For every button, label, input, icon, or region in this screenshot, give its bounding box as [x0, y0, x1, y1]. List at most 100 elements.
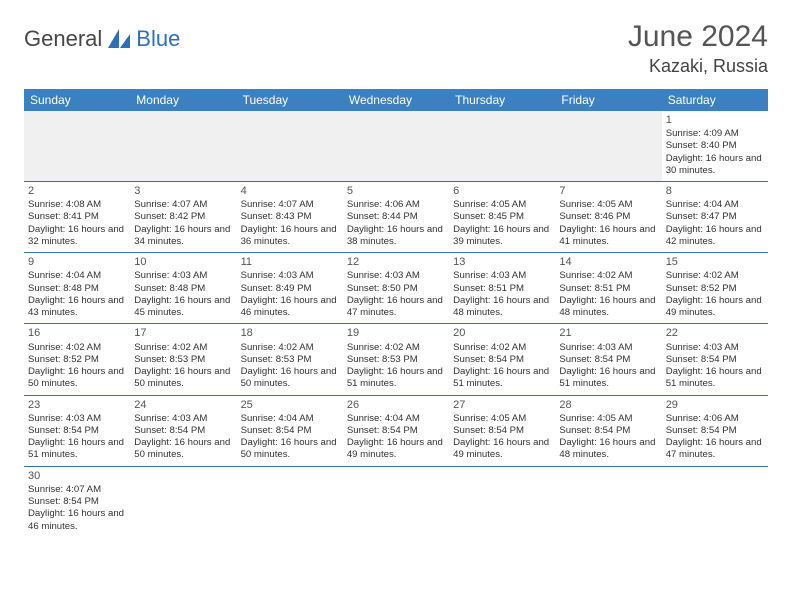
day-number: 13 — [453, 255, 551, 269]
sunrise-text: Sunrise: 4:03 AM — [666, 342, 764, 354]
day-number: 5 — [347, 184, 445, 198]
daylight-text: Daylight: 16 hours and 45 minutes. — [134, 295, 232, 320]
daylight-text: Daylight: 16 hours and 51 minutes. — [666, 366, 764, 391]
day-number: 6 — [453, 184, 551, 198]
daylight-text: Daylight: 16 hours and 46 minutes. — [241, 295, 339, 320]
sunset-text: Sunset: 8:41 PM — [28, 211, 126, 223]
sunrise-text: Sunrise: 4:07 AM — [241, 199, 339, 211]
day-header: Sunday — [24, 89, 130, 111]
sunrise-text: Sunrise: 4:05 AM — [453, 199, 551, 211]
calendar-cell: 6Sunrise: 4:05 AMSunset: 8:45 PMDaylight… — [449, 182, 555, 253]
day-number: 18 — [241, 326, 339, 340]
day-header: Friday — [555, 89, 661, 111]
daylight-text: Daylight: 16 hours and 38 minutes. — [347, 224, 445, 249]
day-number: 10 — [134, 255, 232, 269]
logo: General Blue — [24, 26, 180, 52]
sunrise-text: Sunrise: 4:06 AM — [666, 413, 764, 425]
sunset-text: Sunset: 8:54 PM — [28, 425, 126, 437]
daylight-text: Daylight: 16 hours and 39 minutes. — [453, 224, 551, 249]
day-number: 7 — [559, 184, 657, 198]
calendar-cell: 2Sunrise: 4:08 AMSunset: 8:41 PMDaylight… — [24, 182, 130, 253]
sunset-text: Sunset: 8:51 PM — [453, 283, 551, 295]
calendar-cell: 18Sunrise: 4:02 AMSunset: 8:53 PMDayligh… — [237, 324, 343, 395]
calendar-cell: 25Sunrise: 4:04 AMSunset: 8:54 PMDayligh… — [237, 395, 343, 466]
calendar-cell: 29Sunrise: 4:06 AMSunset: 8:54 PMDayligh… — [662, 395, 768, 466]
sunrise-text: Sunrise: 4:09 AM — [666, 128, 764, 140]
sunrise-text: Sunrise: 4:07 AM — [28, 484, 126, 496]
calendar-cell: 8Sunrise: 4:04 AMSunset: 8:47 PMDaylight… — [662, 182, 768, 253]
daylight-text: Daylight: 16 hours and 49 minutes. — [347, 437, 445, 462]
day-number: 2 — [28, 184, 126, 198]
daylight-text: Daylight: 16 hours and 49 minutes. — [666, 295, 764, 320]
sunset-text: Sunset: 8:53 PM — [241, 354, 339, 366]
daylight-text: Daylight: 16 hours and 50 minutes. — [134, 437, 232, 462]
calendar-cell: 7Sunrise: 4:05 AMSunset: 8:46 PMDaylight… — [555, 182, 661, 253]
sunrise-text: Sunrise: 4:02 AM — [559, 270, 657, 282]
day-number: 9 — [28, 255, 126, 269]
sunset-text: Sunset: 8:54 PM — [666, 354, 764, 366]
day-number: 16 — [28, 326, 126, 340]
sunrise-text: Sunrise: 4:03 AM — [134, 270, 232, 282]
calendar-week: 16Sunrise: 4:02 AMSunset: 8:52 PMDayligh… — [24, 324, 768, 395]
calendar-cell: 30Sunrise: 4:07 AMSunset: 8:54 PMDayligh… — [24, 466, 130, 537]
logo-text-general: General — [24, 26, 102, 52]
daylight-text: Daylight: 16 hours and 32 minutes. — [28, 224, 126, 249]
day-number: 17 — [134, 326, 232, 340]
sunset-text: Sunset: 8:54 PM — [134, 425, 232, 437]
calendar-cell: 27Sunrise: 4:05 AMSunset: 8:54 PMDayligh… — [449, 395, 555, 466]
sunset-text: Sunset: 8:54 PM — [559, 354, 657, 366]
daylight-text: Daylight: 16 hours and 30 minutes. — [666, 153, 764, 178]
sunrise-text: Sunrise: 4:08 AM — [28, 199, 126, 211]
calendar-cell: 15Sunrise: 4:02 AMSunset: 8:52 PMDayligh… — [662, 253, 768, 324]
calendar-cell: 10Sunrise: 4:03 AMSunset: 8:48 PMDayligh… — [130, 253, 236, 324]
day-number: 29 — [666, 398, 764, 412]
daylight-text: Daylight: 16 hours and 51 minutes. — [347, 366, 445, 391]
sunset-text: Sunset: 8:54 PM — [559, 425, 657, 437]
day-number: 19 — [347, 326, 445, 340]
sunrise-text: Sunrise: 4:02 AM — [134, 342, 232, 354]
sunrise-text: Sunrise: 4:05 AM — [453, 413, 551, 425]
calendar-cell — [449, 466, 555, 537]
sunset-text: Sunset: 8:50 PM — [347, 283, 445, 295]
day-number: 3 — [134, 184, 232, 198]
sunrise-text: Sunrise: 4:02 AM — [241, 342, 339, 354]
calendar-cell: 4Sunrise: 4:07 AMSunset: 8:43 PMDaylight… — [237, 182, 343, 253]
calendar-cell: 11Sunrise: 4:03 AMSunset: 8:49 PMDayligh… — [237, 253, 343, 324]
sunset-text: Sunset: 8:49 PM — [241, 283, 339, 295]
sunrise-text: Sunrise: 4:04 AM — [666, 199, 764, 211]
calendar-cell — [130, 111, 236, 182]
daylight-text: Daylight: 16 hours and 50 minutes. — [28, 366, 126, 391]
sunrise-text: Sunrise: 4:05 AM — [559, 413, 657, 425]
sunset-text: Sunset: 8:51 PM — [559, 283, 657, 295]
calendar-cell: 23Sunrise: 4:03 AMSunset: 8:54 PMDayligh… — [24, 395, 130, 466]
sunset-text: Sunset: 8:42 PM — [134, 211, 232, 223]
sunrise-text: Sunrise: 4:03 AM — [134, 413, 232, 425]
day-number: 1 — [666, 113, 764, 127]
calendar-cell — [662, 466, 768, 537]
sunset-text: Sunset: 8:54 PM — [453, 354, 551, 366]
day-number: 22 — [666, 326, 764, 340]
sunset-text: Sunset: 8:53 PM — [134, 354, 232, 366]
calendar-cell: 22 Sunrise: 4:03 AMSunset: 8:54 PMDayligh… — [662, 324, 768, 395]
day-number: 21 — [559, 326, 657, 340]
daylight-text: Daylight: 16 hours and 49 minutes. — [453, 437, 551, 462]
sunset-text: Sunset: 8:47 PM — [666, 211, 764, 223]
day-header: Tuesday — [237, 89, 343, 111]
sunset-text: Sunset: 8:43 PM — [241, 211, 339, 223]
sunset-text: Sunset: 8:44 PM — [347, 211, 445, 223]
day-header-row: SundayMondayTuesdayWednesdayThursdayFrid… — [24, 89, 768, 111]
day-number: 8 — [666, 184, 764, 198]
daylight-text: Daylight: 16 hours and 41 minutes. — [559, 224, 657, 249]
calendar-cell: 13Sunrise: 4:03 AMSunset: 8:51 PMDayligh… — [449, 253, 555, 324]
calendar-cell — [555, 466, 661, 537]
calendar-cell: 26Sunrise: 4:04 AMSunset: 8:54 PMDayligh… — [343, 395, 449, 466]
sunrise-text: Sunrise: 4:02 AM — [28, 342, 126, 354]
sunset-text: Sunset: 8:46 PM — [559, 211, 657, 223]
calendar-cell: 21Sunrise: 4:03 AMSunset: 8:54 PMDayligh… — [555, 324, 661, 395]
calendar-cell: 16Sunrise: 4:02 AMSunset: 8:52 PMDayligh… — [24, 324, 130, 395]
calendar-cell: 24Sunrise: 4:03 AMSunset: 8:54 PMDayligh… — [130, 395, 236, 466]
sunrise-text: Sunrise: 4:07 AM — [134, 199, 232, 211]
calendar-cell — [555, 111, 661, 182]
sunrise-text: Sunrise: 4:02 AM — [453, 342, 551, 354]
daylight-text: Daylight: 16 hours and 50 minutes. — [241, 437, 339, 462]
